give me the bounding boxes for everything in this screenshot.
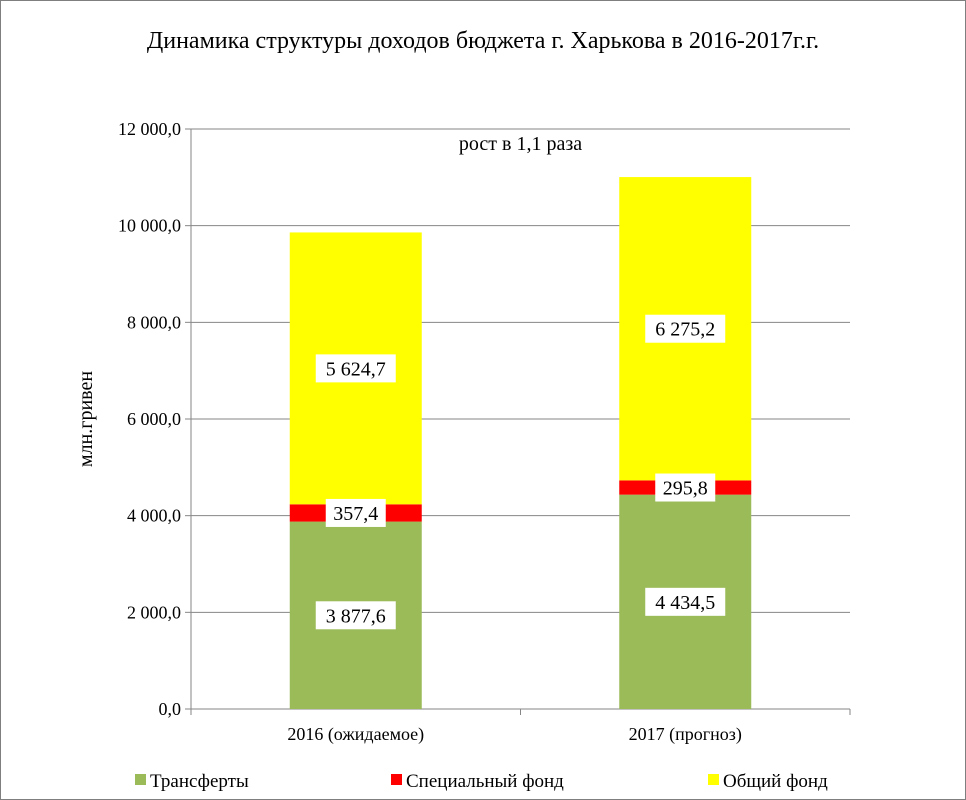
data-label: 295,8: [663, 478, 708, 500]
y-tick-label: 4 000,0: [127, 506, 181, 526]
annotation-text: рост в 1,1 раза: [459, 133, 582, 155]
y-tick-label: 10 000,0: [118, 216, 181, 236]
x-tick-label: 2016 (ожидаемое): [287, 724, 424, 745]
chart-title: Динамика структуры доходов бюджета г. Ха…: [146, 28, 820, 54]
legend-label: Трансферты: [150, 771, 249, 792]
data-label-box: [645, 587, 726, 616]
legend-swatch: [391, 774, 402, 785]
data-label-box: [645, 314, 726, 343]
y-axis-label: млн.гривен: [75, 371, 97, 467]
data-label-box: [325, 498, 386, 527]
legend-swatch: [135, 774, 146, 785]
y-tick-label: 8 000,0: [127, 312, 181, 332]
data-label: 3 877,6: [326, 605, 386, 627]
data-label-box: [655, 473, 716, 502]
y-tick-label: 0,0: [159, 699, 182, 719]
data-label: 6 275,2: [655, 319, 715, 341]
data-label: 4 434,5: [655, 592, 715, 614]
legend-label: Общий фонд: [723, 771, 828, 792]
y-tick-label: 12 000,0: [118, 119, 181, 139]
x-tick-label: 2017 (прогноз): [629, 724, 742, 745]
data-label-box: [315, 354, 396, 383]
y-tick-label: 2 000,0: [127, 602, 181, 622]
legend-label: Специальный фонд: [406, 771, 564, 792]
y-tick-label: 6 000,0: [127, 409, 181, 429]
data-label: 5 624,7: [326, 358, 386, 380]
data-label-box: [315, 601, 396, 630]
legend-swatch: [708, 774, 719, 785]
data-label: 357,4: [333, 503, 378, 525]
